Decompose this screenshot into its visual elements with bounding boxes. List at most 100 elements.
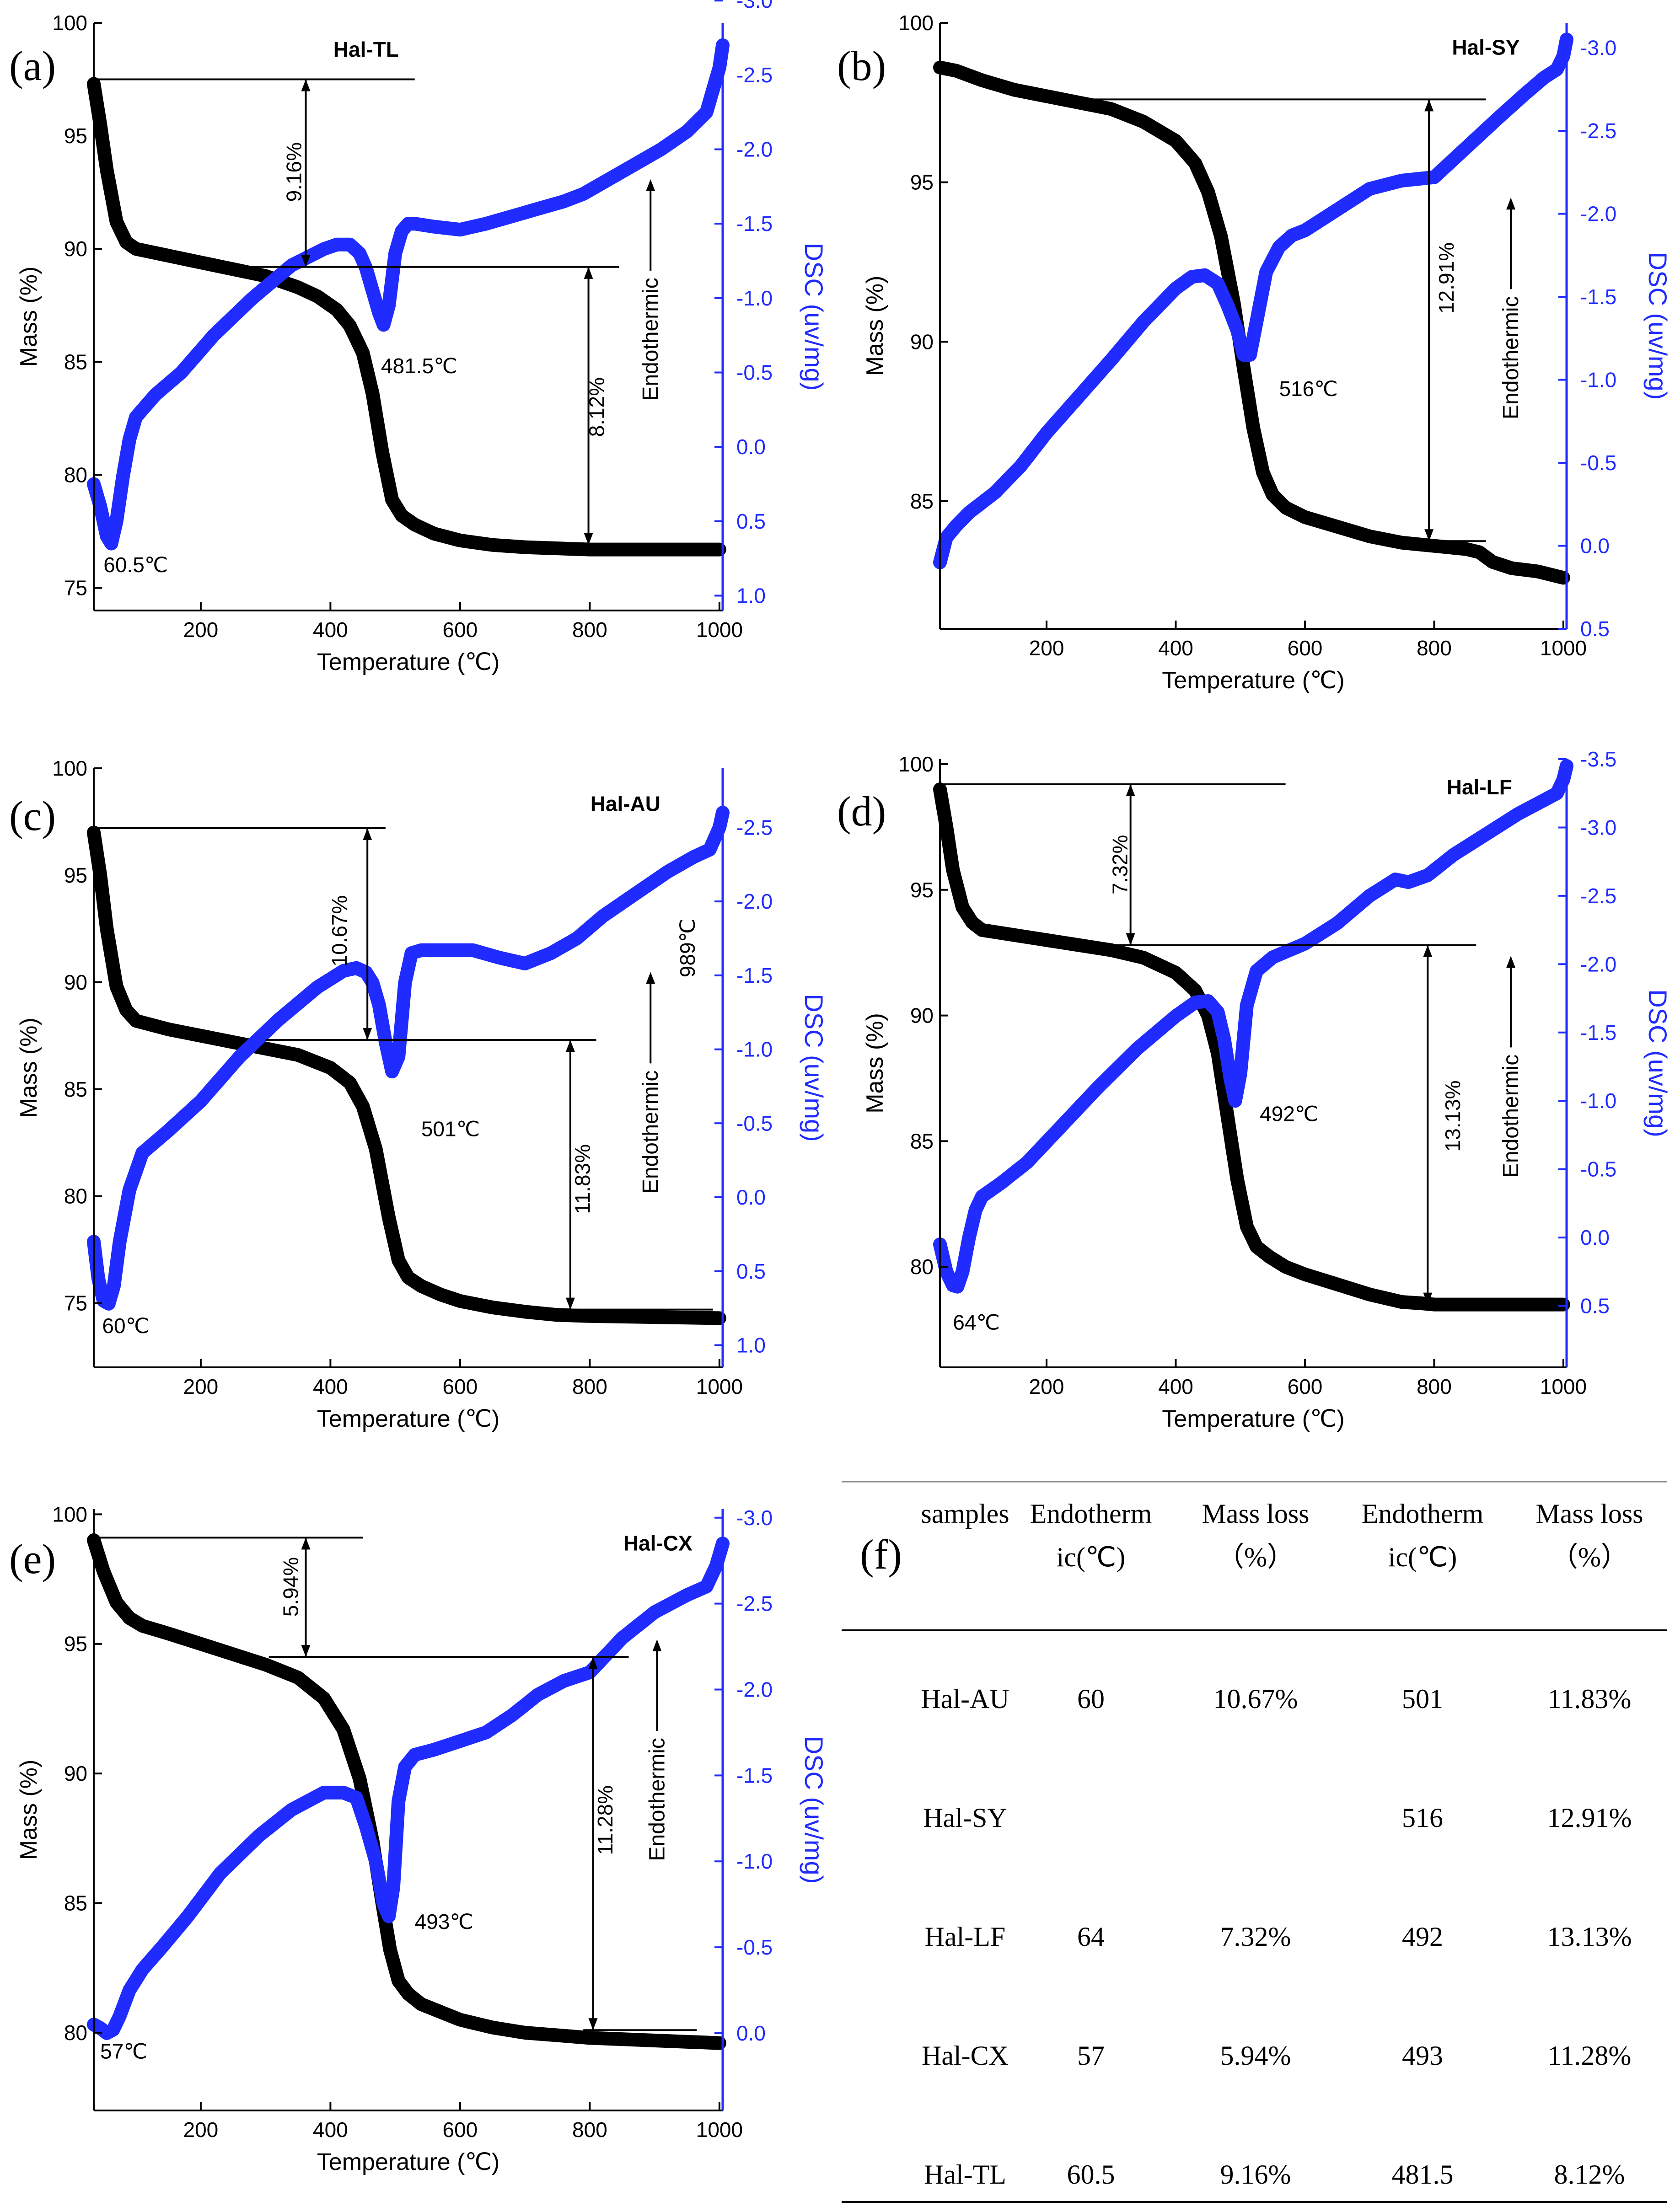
table-row-sample: Hal-CX — [922, 2041, 1009, 2071]
table-cell: 11.28% — [1548, 2041, 1632, 2071]
table-row-sample: Hal-AU — [921, 1684, 1009, 1714]
y-right-tick-label: 0.5 — [736, 509, 766, 533]
y-right-tick-label: -1.5 — [1580, 1021, 1616, 1044]
arrow-head-up — [301, 1537, 311, 1550]
endothermic-arrow-head — [1506, 956, 1516, 968]
annotation-label: 493℃ — [415, 1910, 473, 1933]
panel-label: (d) — [837, 788, 886, 835]
y-left-tick-label: 80 — [64, 463, 87, 487]
y-right-tick-label: 0.5 — [1580, 1294, 1610, 1318]
y-right-tick-label: -1.5 — [736, 212, 773, 236]
endothermic-label: Endothermic — [1499, 1055, 1523, 1178]
y-left-tick-label: 85 — [64, 1077, 87, 1101]
annotation-label: 7.32% — [1108, 835, 1132, 894]
series-mass-curve — [87, 825, 726, 1325]
y-left-tick-label: 100 — [898, 752, 934, 776]
annotation-label: 9.16% — [282, 142, 306, 202]
series-dsc-curve — [933, 32, 1573, 569]
x-axis-title: Temperature (℃) — [317, 2149, 499, 2175]
x-tick-label: 1000 — [1540, 636, 1587, 660]
table-cell: 64 — [1077, 1922, 1105, 1952]
table-cell: 493 — [1402, 2041, 1443, 2071]
y-right-tick-label: -1.5 — [1580, 285, 1616, 309]
x-tick-label: 200 — [1029, 636, 1064, 660]
y-right-tick-label: 0.0 — [736, 2021, 766, 2045]
y-left-tick-label: 90 — [64, 237, 87, 261]
y-right-tick-label: -1.0 — [736, 1849, 773, 1873]
arrow-head-up — [584, 267, 593, 279]
y-left-tick-label: 85 — [64, 1891, 87, 1915]
chart-d-hal-lf: 200 400 600 800 1000 80 85 90 95 100 0.5 0.0 -0.5 -1.… — [837, 747, 1672, 1432]
annotation-label: 13.13% — [1441, 1080, 1465, 1152]
panel-label: (e) — [9, 1536, 56, 1582]
table-cell: 516 — [1402, 1803, 1443, 1833]
y-right-tick-label: -1.0 — [736, 1038, 773, 1061]
y-right-tick-label: -3.5 — [1580, 747, 1616, 771]
arrow-head-down — [588, 2018, 598, 2030]
arrow-head-down — [1424, 529, 1434, 541]
x-tick-label: 200 — [183, 618, 219, 642]
table-cell: 60.5 — [1067, 2159, 1115, 2190]
endothermic-arrow-head — [652, 1639, 662, 1651]
summary-table: (f) samples Endotherm ic(℃) Mass loss （%） Endo… — [842, 1481, 1667, 2203]
y-left-axis-title: Mass (%) — [16, 267, 42, 367]
arrow-head-down — [1126, 933, 1135, 945]
arrow-head-down — [1423, 1292, 1433, 1305]
y-left-tick-label: 90 — [910, 330, 934, 353]
y-right-tick-label: -2.0 — [736, 1678, 773, 1702]
y-right-tick-label: -1.0 — [736, 286, 773, 310]
sample-label: Hal-LF — [1447, 775, 1512, 799]
arrow-head-down — [301, 255, 311, 267]
x-axis-title: Temperature (℃) — [317, 1406, 499, 1432]
arrow-head-up — [565, 1040, 575, 1052]
y-right-tick-label: -1.5 — [736, 964, 773, 987]
y-right-axis-title: DSC (uv/mg) — [800, 994, 828, 1142]
y-left-tick-label: 80 — [64, 2021, 87, 2045]
annotation-label: 501℃ — [421, 1117, 480, 1141]
y-right-tick-label: -2.0 — [1580, 952, 1616, 976]
annotation-label: 10.67% — [327, 895, 351, 967]
endothermic-label: Endothermic — [639, 1071, 663, 1194]
series-mass-curve — [87, 77, 726, 557]
x-tick-label: 600 — [1288, 1375, 1323, 1398]
arrow-head-up — [1126, 784, 1135, 796]
table-cell: 60 — [1077, 1684, 1105, 1714]
y-left-tick-label: 90 — [910, 1004, 934, 1028]
panel-label: (c) — [9, 793, 56, 839]
x-tick-label: 600 — [443, 2118, 478, 2142]
y-right-tick-label: -1.5 — [736, 1763, 773, 1787]
arrow-head-up — [301, 79, 311, 91]
table-header-cell: ic(℃) — [1057, 1542, 1126, 1572]
table-cell: 11.83% — [1548, 1684, 1632, 1714]
x-axis-title: Temperature (℃) — [317, 649, 499, 675]
x-tick-label: 800 — [1417, 1375, 1452, 1398]
y-left-tick-label: 100 — [52, 756, 87, 780]
table-header-cell: Mass loss — [1202, 1499, 1309, 1529]
y-left-tick-label: 100 — [52, 1502, 87, 1526]
chart-b-hal-sy: 200 400 600 800 1000 85 90 95 100 0.5 0.0 -0.5 -1.0 -… — [837, 11, 1672, 694]
y-right-tick-label: -2.5 — [736, 815, 773, 839]
y-left-tick-label: 85 — [910, 489, 934, 513]
table-cell: 57 — [1077, 2041, 1105, 2071]
y-left-tick-label: 80 — [64, 1184, 87, 1208]
y-right-tick-label: -1.0 — [1580, 1089, 1616, 1113]
series-dsc-curve — [87, 1537, 730, 2040]
x-tick-label: 800 — [572, 618, 607, 642]
x-tick-label: 400 — [1158, 636, 1193, 660]
y-left-tick-label: 95 — [910, 171, 934, 194]
y-left-tick-label: 75 — [64, 576, 87, 600]
table-header-cell: Mass loss — [1535, 1499, 1643, 1529]
x-tick-label: 600 — [443, 1375, 478, 1398]
endothermic-label: Endothermic — [1499, 296, 1523, 419]
x-tick-label: 1000 — [696, 2118, 743, 2142]
y-right-tick-label: -3.0 — [1580, 36, 1616, 59]
y-right-tick-label: 0.0 — [1580, 534, 1610, 557]
y-right-tick-label: -3.0 — [1580, 815, 1616, 839]
arrow-head-down — [363, 1028, 372, 1040]
annotation-label: 8.12% — [585, 377, 609, 437]
arrow-head-up — [363, 828, 372, 840]
table-header-cell: Endotherm — [1362, 1499, 1484, 1529]
y-right-tick-label: -3.0 — [736, 1506, 773, 1530]
table-cell: 8.12% — [1554, 2159, 1625, 2190]
